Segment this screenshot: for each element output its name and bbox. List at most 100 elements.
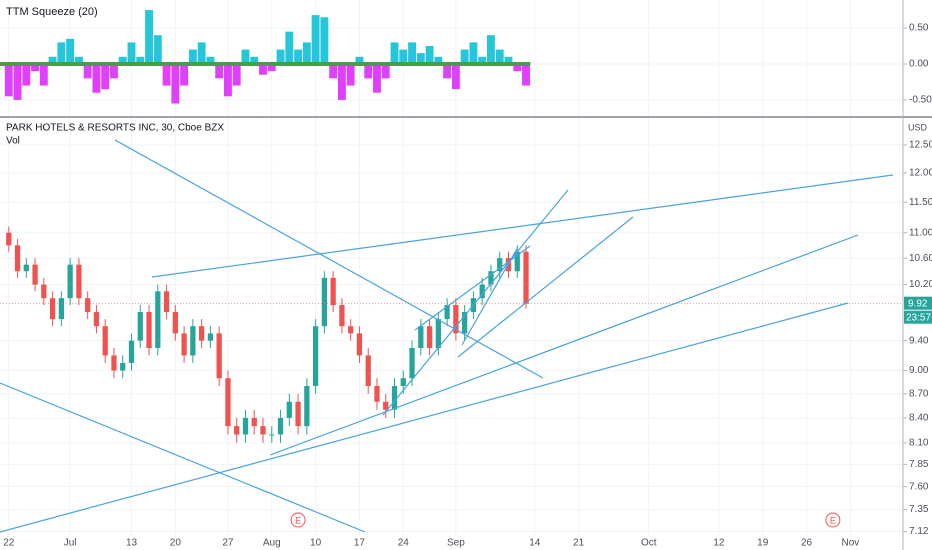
momentum-bar: [57, 42, 66, 64]
x-tick-label: 19: [757, 538, 769, 549]
candle-body: [295, 401, 301, 427]
momentum-bar: [22, 63, 31, 86]
candle-body: [155, 291, 161, 349]
momentum-bar: [4, 63, 13, 97]
countdown-label: 23:57: [906, 312, 931, 323]
momentum-bar: [522, 63, 530, 86]
earnings-label: E: [830, 515, 836, 525]
candle-body: [41, 284, 47, 299]
momentum-bar: [259, 63, 267, 75]
momentum-bar: [118, 56, 127, 64]
candle-body: [207, 333, 214, 341]
candle-body: [348, 326, 354, 334]
momentum-bar: [425, 46, 434, 64]
candle-body: [286, 401, 292, 418]
y-tick-label: 11.00: [909, 227, 932, 238]
momentum-bar: [311, 15, 320, 64]
candle-body: [444, 305, 450, 320]
momentum-bar: [223, 63, 232, 97]
candle-body: [163, 291, 170, 313]
candle-body: [409, 348, 415, 379]
earnings-marker: [290, 512, 306, 528]
candle-body: [277, 417, 284, 435]
momentum-bar: [188, 49, 197, 64]
countdown-box: [904, 310, 932, 324]
candle-body: [146, 312, 152, 349]
y-tick-label: 9.00: [909, 365, 929, 376]
x-tick-label: 20: [170, 538, 182, 549]
earnings-marker: [825, 512, 841, 528]
y-tick-label: 7.85: [909, 459, 929, 470]
y-tick-label: 0.50: [909, 23, 929, 34]
momentum-bar: [487, 35, 495, 64]
momentum-bar: [136, 56, 145, 64]
candle-body: [225, 378, 231, 427]
momentum-bar: [153, 35, 162, 64]
candle-body: [488, 271, 494, 285]
candle-body: [14, 245, 21, 272]
momentum-bar: [197, 42, 206, 64]
candle-body: [365, 355, 371, 386]
candle-body: [128, 340, 135, 363]
candle-body: [426, 326, 433, 349]
momentum-bar: [504, 56, 513, 64]
y-tick-label: 8.70: [909, 388, 929, 399]
candle-body: [102, 326, 108, 356]
momentum-bar: [285, 31, 294, 64]
momentum-bar: [145, 10, 153, 64]
momentum-bar: [13, 63, 22, 100]
momentum-bar: [399, 49, 408, 64]
candle-body: [260, 426, 266, 435]
trend-line: [151, 174, 894, 278]
y-tick-label: 7.35: [909, 504, 929, 515]
last-price-box: [904, 296, 932, 310]
candle-body: [85, 298, 91, 313]
trend-line: [457, 216, 634, 358]
candle-body: [514, 251, 520, 272]
momentum-bar: [460, 49, 469, 64]
candle-body: [76, 264, 82, 299]
momentum-bar: [443, 63, 452, 79]
momentum-bar: [206, 56, 215, 64]
volume-label: Vol: [6, 136, 20, 147]
momentum-bar: [101, 63, 110, 90]
momentum-bar: [381, 63, 390, 79]
momentum-bar: [346, 63, 355, 86]
momentum-bar: [66, 38, 75, 64]
candle-body: [111, 355, 117, 371]
candle-body: [356, 333, 363, 356]
momentum-bar: [451, 63, 460, 90]
candle-body: [234, 426, 240, 435]
candle-body: [251, 417, 257, 427]
y-tick-label: 11.50: [909, 197, 932, 208]
x-tick-label: 14: [529, 538, 541, 549]
x-tick-label: 21: [573, 538, 585, 549]
axes: 0.50 0.00 -0.50 12.50 12.00 11.50 11.00 10.60 10…: [3, 23, 932, 549]
candle-body: [181, 333, 187, 356]
y-tick-label: 0.00: [909, 59, 929, 70]
momentum-bar: [495, 49, 504, 64]
candle-body: [93, 312, 100, 327]
candle-body: [190, 326, 196, 356]
candle-body: [199, 326, 205, 341]
y-tick-label: 10.20: [909, 279, 932, 290]
candle-body: [453, 305, 459, 334]
candle-body: [49, 298, 56, 320]
trend-lines: [0, 139, 894, 533]
candle-body: [374, 385, 380, 402]
candle-body: [321, 277, 328, 327]
momentum-bar: [294, 49, 303, 64]
candle-body: [120, 362, 126, 371]
x-tick-label: Jul: [64, 538, 77, 549]
x-tick-label: 12: [713, 538, 725, 549]
candle-body: [479, 284, 485, 299]
trend-line: [269, 234, 859, 456]
x-tick-label: Sep: [447, 538, 465, 549]
y-tick-label: 7.12: [909, 526, 929, 537]
x-tick-label: 27: [222, 538, 234, 549]
candle-body: [391, 385, 398, 410]
candle-body: [312, 326, 319, 386]
candle-body: [418, 326, 424, 349]
indicator-title: TTM Squeeze (20): [6, 6, 98, 18]
